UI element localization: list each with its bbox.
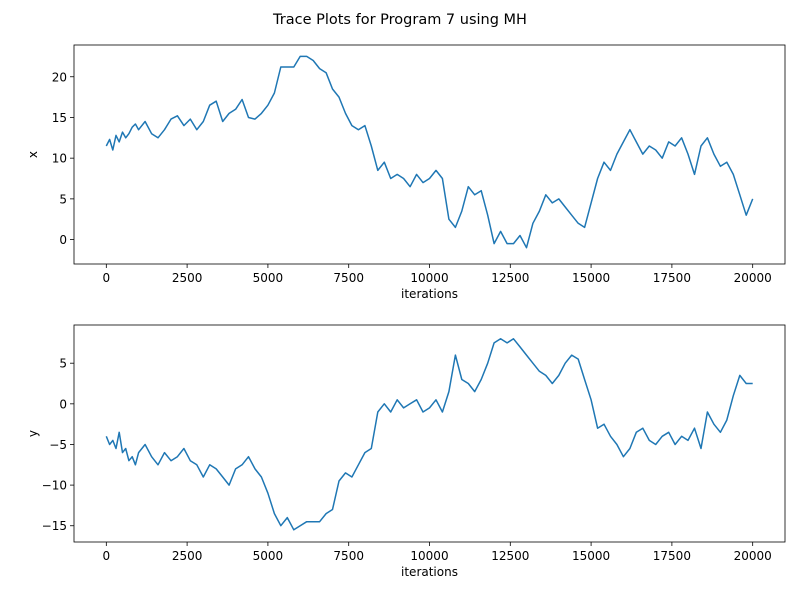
y-trace-xtick-label: 17500	[653, 549, 691, 563]
y-trace-xtick-label: 5000	[253, 549, 284, 563]
y-trace-axes-frame	[73, 324, 786, 543]
x-trace-xtick-label: 5000	[253, 271, 284, 285]
x-trace-xtick-label: 0	[102, 271, 110, 285]
y-trace-ytick-label: 5	[59, 357, 67, 371]
y-trace-ytick-label: −10	[42, 479, 67, 493]
x-trace-xtick-label: 7500	[333, 271, 364, 285]
x-trace-xtick-label: 10000	[410, 271, 448, 285]
x-trace-xtick-label: 15000	[572, 271, 610, 285]
x-trace-xtick-label: 12500	[491, 271, 529, 285]
y-trace-xtick-label: 12500	[491, 549, 529, 563]
x-trace-ytick-label: 0	[59, 233, 67, 247]
y-trace-ytick-label: −15	[42, 519, 67, 533]
y-trace-ylabel: y	[26, 430, 40, 437]
y-trace-ytick-label: −5	[49, 438, 67, 452]
x-trace-xlabel: iterations	[401, 287, 458, 301]
x-trace-xtick-label: 2500	[172, 271, 203, 285]
x-trace-ytick-label: 5	[59, 192, 67, 206]
y-trace-series-line	[105, 338, 753, 531]
x-trace-xtick-label: 17500	[653, 271, 691, 285]
x-trace-ytick-label: 15	[52, 111, 67, 125]
x-trace-ytick-label: 20	[52, 70, 67, 84]
y-trace-xlabel: iterations	[401, 565, 458, 579]
x-trace-axes-frame	[73, 44, 786, 265]
subplot-y-trace: 0 2500 5000 7500 10000 12500 15000 17500 20000 −1…	[26, 324, 786, 579]
y-trace-xtick-label: 0	[102, 549, 110, 563]
y-trace-xtick-label: 15000	[572, 549, 610, 563]
x-trace-xtick-label: 20000	[734, 271, 772, 285]
subplot-x-trace: 0 2500 5000 7500 10000 12500 15000 17500 20000 0 5…	[26, 44, 786, 301]
x-trace-ylabel: x	[26, 151, 40, 158]
y-trace-xtick-label: 7500	[333, 549, 364, 563]
x-trace-series-line	[105, 55, 754, 249]
figure-title: Trace Plots for Program 7 using MH	[272, 12, 527, 28]
y-trace-xtick-label: 20000	[734, 549, 772, 563]
y-trace-ytick-label: 0	[59, 397, 67, 411]
y-trace-xtick-label: 2500	[172, 549, 203, 563]
x-trace-ytick-label: 10	[52, 152, 67, 166]
y-trace-xtick-label: 10000	[410, 549, 448, 563]
